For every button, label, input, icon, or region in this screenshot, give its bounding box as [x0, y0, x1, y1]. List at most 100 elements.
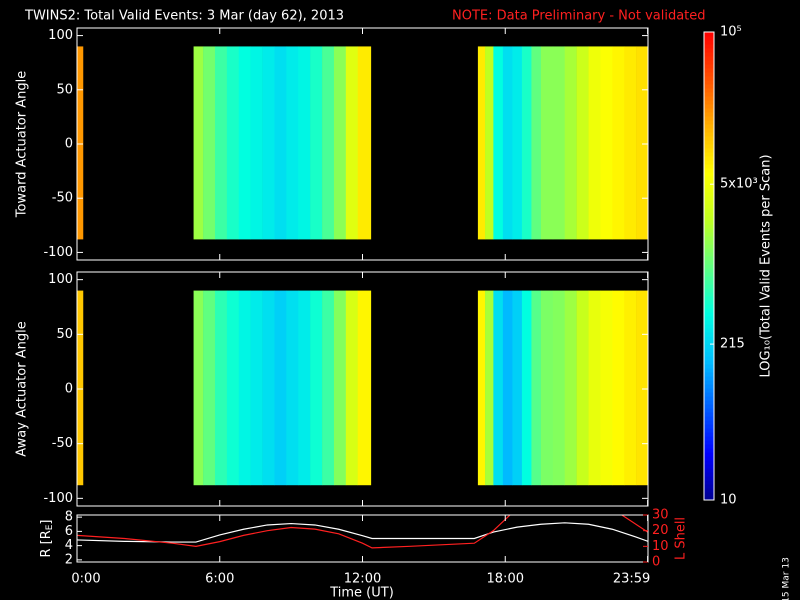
colorbar-cell [704, 432, 714, 437]
colorbar-cell [704, 480, 714, 485]
colorbar-cell [704, 104, 714, 109]
orbit-lines [77, 515, 648, 549]
colorbar-cell [704, 168, 714, 173]
spectrogram-cell [298, 46, 311, 240]
colorbar-cell [704, 416, 714, 421]
colorbar-cell [704, 364, 714, 369]
colorbar-cell [704, 92, 714, 97]
colorbar-cell [704, 340, 714, 345]
colorbar-cell [704, 140, 714, 145]
spectrogram-cell [298, 290, 311, 486]
y-axis-label: Away Actuator Angle [15, 321, 30, 456]
colorbar-cell [704, 328, 714, 333]
spectrogram-cell [322, 46, 335, 240]
colorbar-cell [704, 152, 714, 157]
colorbar-cell [704, 412, 714, 417]
y-tick-label: 8 [65, 510, 73, 525]
note: NOTE: Data Preliminary - Not validated [452, 9, 706, 24]
y-tick-label: 50 [56, 82, 73, 97]
spectrogram-cell [250, 46, 263, 240]
colorbar-cell [704, 468, 714, 473]
colorbar-cell [704, 376, 714, 381]
colorbar-cell [704, 68, 714, 73]
colorbar-cell [704, 268, 714, 273]
spectrogram-cell [310, 290, 323, 486]
colorbar-tick-label: 10⁵ [720, 25, 742, 40]
colorbar-cell [704, 212, 714, 217]
colorbar-cell [704, 256, 714, 261]
colorbar-cell [704, 176, 714, 181]
y-tick-label: 2 [65, 552, 73, 567]
colorbar-cell [704, 284, 714, 289]
colorbar-cell [704, 384, 714, 389]
colorbar-cell [704, 248, 714, 253]
spectrogram-cell [512, 290, 523, 486]
y-axis-label: Toward Actuator Angle [15, 71, 30, 218]
spectrogram-cell [238, 290, 251, 486]
spectrogram-cell [310, 46, 323, 240]
spectrogram-cell [333, 290, 347, 486]
colorbar-cell [704, 496, 714, 501]
colorbar-cell [704, 460, 714, 465]
spectrogram-cell [612, 290, 625, 486]
colorbar-cell [704, 216, 714, 221]
spectrogram-cell [531, 290, 542, 486]
colorbar-cell [704, 144, 714, 149]
colorbar-cell [704, 120, 714, 125]
colorbar-cell [704, 84, 714, 89]
spectrogram-cell [485, 46, 494, 240]
spectrogram-cell [274, 290, 287, 486]
orbit-line [77, 522, 648, 543]
y2-tick-label: 20 [652, 523, 669, 538]
spectrogram-cell [477, 290, 486, 486]
y-tick-label: -100 [43, 245, 73, 260]
spectrogram-cell [357, 290, 372, 486]
x-tick-label: 23:59 [613, 572, 650, 587]
spectrogram-cell [286, 46, 299, 240]
x-tick-label: 6:00 [205, 572, 234, 587]
colorbar-cell [704, 40, 714, 45]
colorbar-cell [704, 272, 714, 277]
y-tick-label: -50 [52, 436, 73, 451]
colorbar-cell [704, 336, 714, 341]
colorbar-cell [704, 64, 714, 69]
colorbar-cell [704, 192, 714, 197]
colorbar-cell [704, 276, 714, 281]
spectrogram-cell [493, 290, 504, 486]
colorbar-cell [704, 244, 714, 249]
colorbar-cell [704, 240, 714, 245]
y-tick-label: 50 [56, 327, 73, 342]
spectrogram-cell [564, 46, 577, 240]
colorbar-cell [704, 108, 714, 113]
colorbar-cell [704, 112, 714, 117]
colorbar-cell [704, 132, 714, 137]
colorbar-cell [704, 148, 714, 153]
colorbar-cell [704, 224, 714, 229]
y2-tick-label: 0 [652, 555, 660, 570]
spectrogram-cell [636, 290, 649, 486]
y-tick-label: 100 [48, 272, 73, 287]
colorbar-cell [704, 236, 714, 241]
colorbar-cell [704, 492, 714, 497]
spectrogram-cell [624, 46, 637, 240]
spectrogram-cell [588, 290, 601, 486]
y-axis-label: R [RE] [39, 519, 55, 557]
colorbar-cell [704, 124, 714, 129]
spectrogram-cell [512, 46, 523, 240]
colorbar-cell [704, 36, 714, 41]
colorbar-cell [704, 312, 714, 317]
colorbar-cell [704, 368, 714, 373]
colorbar-tick-label: 10 [720, 493, 737, 508]
spectrogram-cell [624, 290, 637, 486]
colorbar-cell [704, 488, 714, 493]
spectrogram-cell [612, 46, 625, 240]
colorbar-cell [704, 400, 714, 405]
colorbar-cell [704, 360, 714, 365]
spectrogram-cell [493, 46, 504, 240]
spectrogram-cell [238, 46, 251, 240]
spectrogram-cell [502, 46, 513, 240]
y-tick-label: 6 [65, 524, 73, 539]
colorbar-cell [704, 72, 714, 77]
colorbar-cell [704, 304, 714, 309]
y-axis-label-part: ] [39, 519, 54, 524]
